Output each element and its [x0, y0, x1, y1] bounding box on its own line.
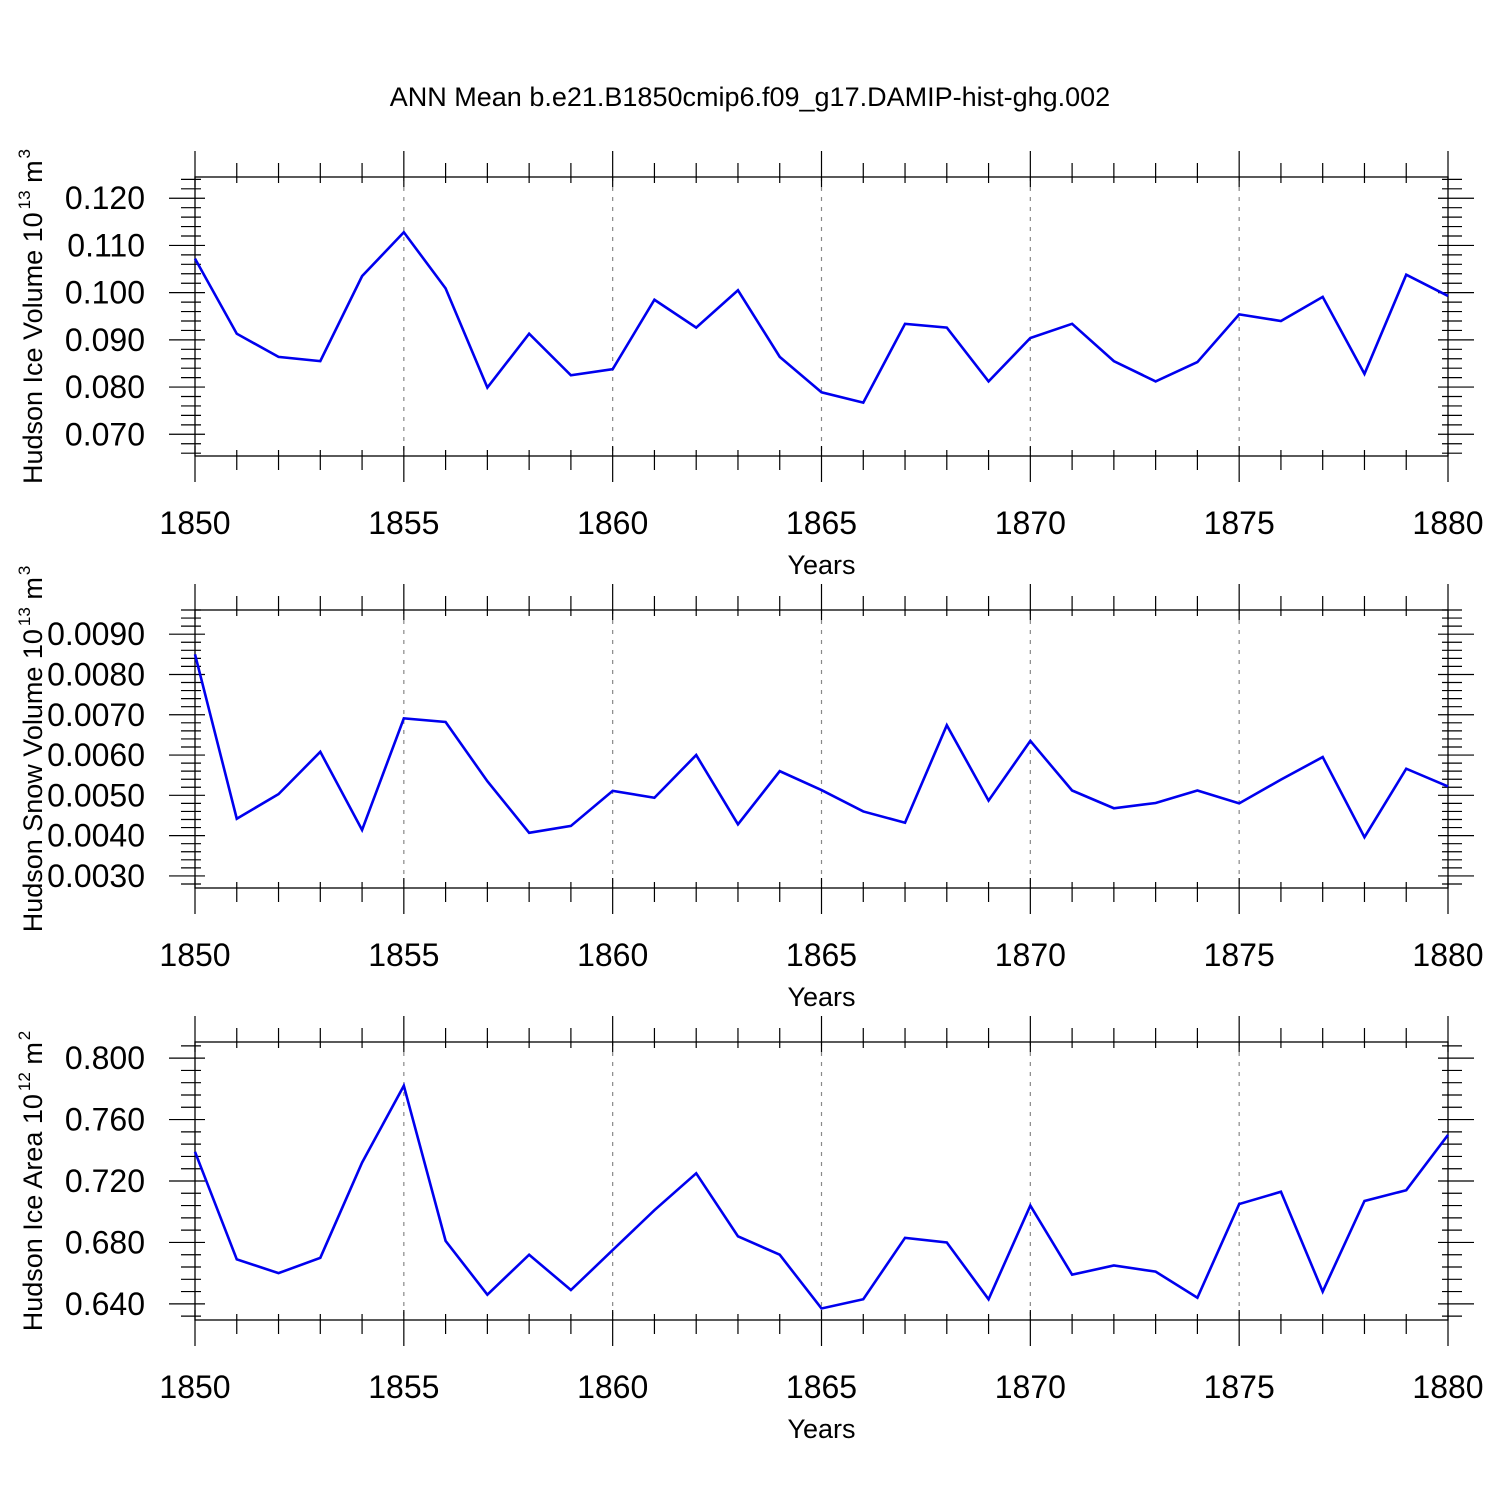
y-tick-label: 0.120	[65, 180, 145, 216]
y-tick-label: 0.640	[65, 1286, 145, 1322]
x-tick-label: 1870	[995, 1369, 1066, 1405]
y-tick-label: 0.070	[65, 416, 145, 452]
y-axis-label: Hudson Snow Volume 1013 m3	[15, 566, 48, 933]
x-tick-label: 1875	[1204, 937, 1275, 973]
panel-1: 0.070 0.080 0.090 0.100 0.110 0.120 1850 1855 18…	[15, 149, 1484, 580]
y-tick-label: 0.080	[65, 369, 145, 405]
panel-2: 0.0030 0.0040 0.0050 0.0060 0.0070 0.0080 0.00…	[15, 566, 1484, 1012]
x-tick-label: 1880	[1412, 937, 1483, 973]
x-axis-label: Years	[787, 550, 855, 580]
x-tick-label: 1870	[995, 937, 1066, 973]
chart-title: ANN Mean b.e21.B1850cmip6.f09_g17.DAMIP-…	[390, 82, 1110, 112]
x-tick-label: 1870	[995, 505, 1066, 541]
x-tick-label: 1850	[159, 937, 230, 973]
x-tick-label: 1880	[1412, 1369, 1483, 1405]
y-tick-label: 0.110	[67, 227, 145, 263]
y-tick-label: 0.0060	[47, 737, 145, 773]
x-tick-label: 1850	[159, 1369, 230, 1405]
x-axis-label: Years	[787, 982, 855, 1012]
series-line	[193, 653, 1449, 840]
x-tick-label: 1875	[1204, 1369, 1275, 1405]
y-tick-label: 0.760	[65, 1102, 145, 1138]
y-tick-label: 0.720	[65, 1163, 145, 1199]
y-tick-label: 0.0090	[47, 616, 145, 652]
x-tick-label: 1880	[1412, 505, 1483, 541]
x-tick-label: 1855	[368, 1369, 439, 1405]
y-tick-label: 0.800	[65, 1040, 145, 1076]
y-tick-label: 0.0050	[47, 777, 145, 813]
x-tick-label: 1850	[159, 505, 230, 541]
y-tick-label: 0.090	[65, 322, 145, 358]
x-tick-label: 1865	[786, 505, 857, 541]
y-tick-label: 0.0070	[47, 697, 145, 733]
series-line	[193, 230, 1449, 405]
y-tick-label: 0.0080	[47, 656, 145, 692]
x-tick-label: 1860	[577, 505, 648, 541]
x-tick-label: 1855	[368, 505, 439, 541]
y-tick-label: 0.100	[65, 275, 145, 311]
x-tick-label: 1865	[786, 1369, 857, 1405]
x-tick-label: 1860	[577, 937, 648, 973]
x-tick-label: 1865	[786, 937, 857, 973]
series-line	[193, 1082, 1450, 1310]
panel-3: 0.640 0.680 0.720 0.760 0.800 1850 1855 1860 186…	[15, 1016, 1484, 1444]
y-tick-label: 0.0030	[47, 858, 145, 894]
y-axis-label: Hudson Ice Area 1012 m2	[15, 1031, 48, 1332]
y-tick-label: 0.0040	[47, 818, 145, 854]
y-tick-label: 0.680	[65, 1224, 145, 1260]
x-axis-label: Years	[787, 1414, 855, 1444]
y-axis-label: Hudson Ice Volume 1013 m3	[15, 149, 48, 484]
x-tick-label: 1875	[1204, 505, 1275, 541]
x-tick-label: 1860	[577, 1369, 648, 1405]
panels: 0.070 0.080 0.090 0.100 0.110 0.120 1850 1855 18…	[15, 149, 1484, 1444]
x-tick-label: 1855	[368, 937, 439, 973]
